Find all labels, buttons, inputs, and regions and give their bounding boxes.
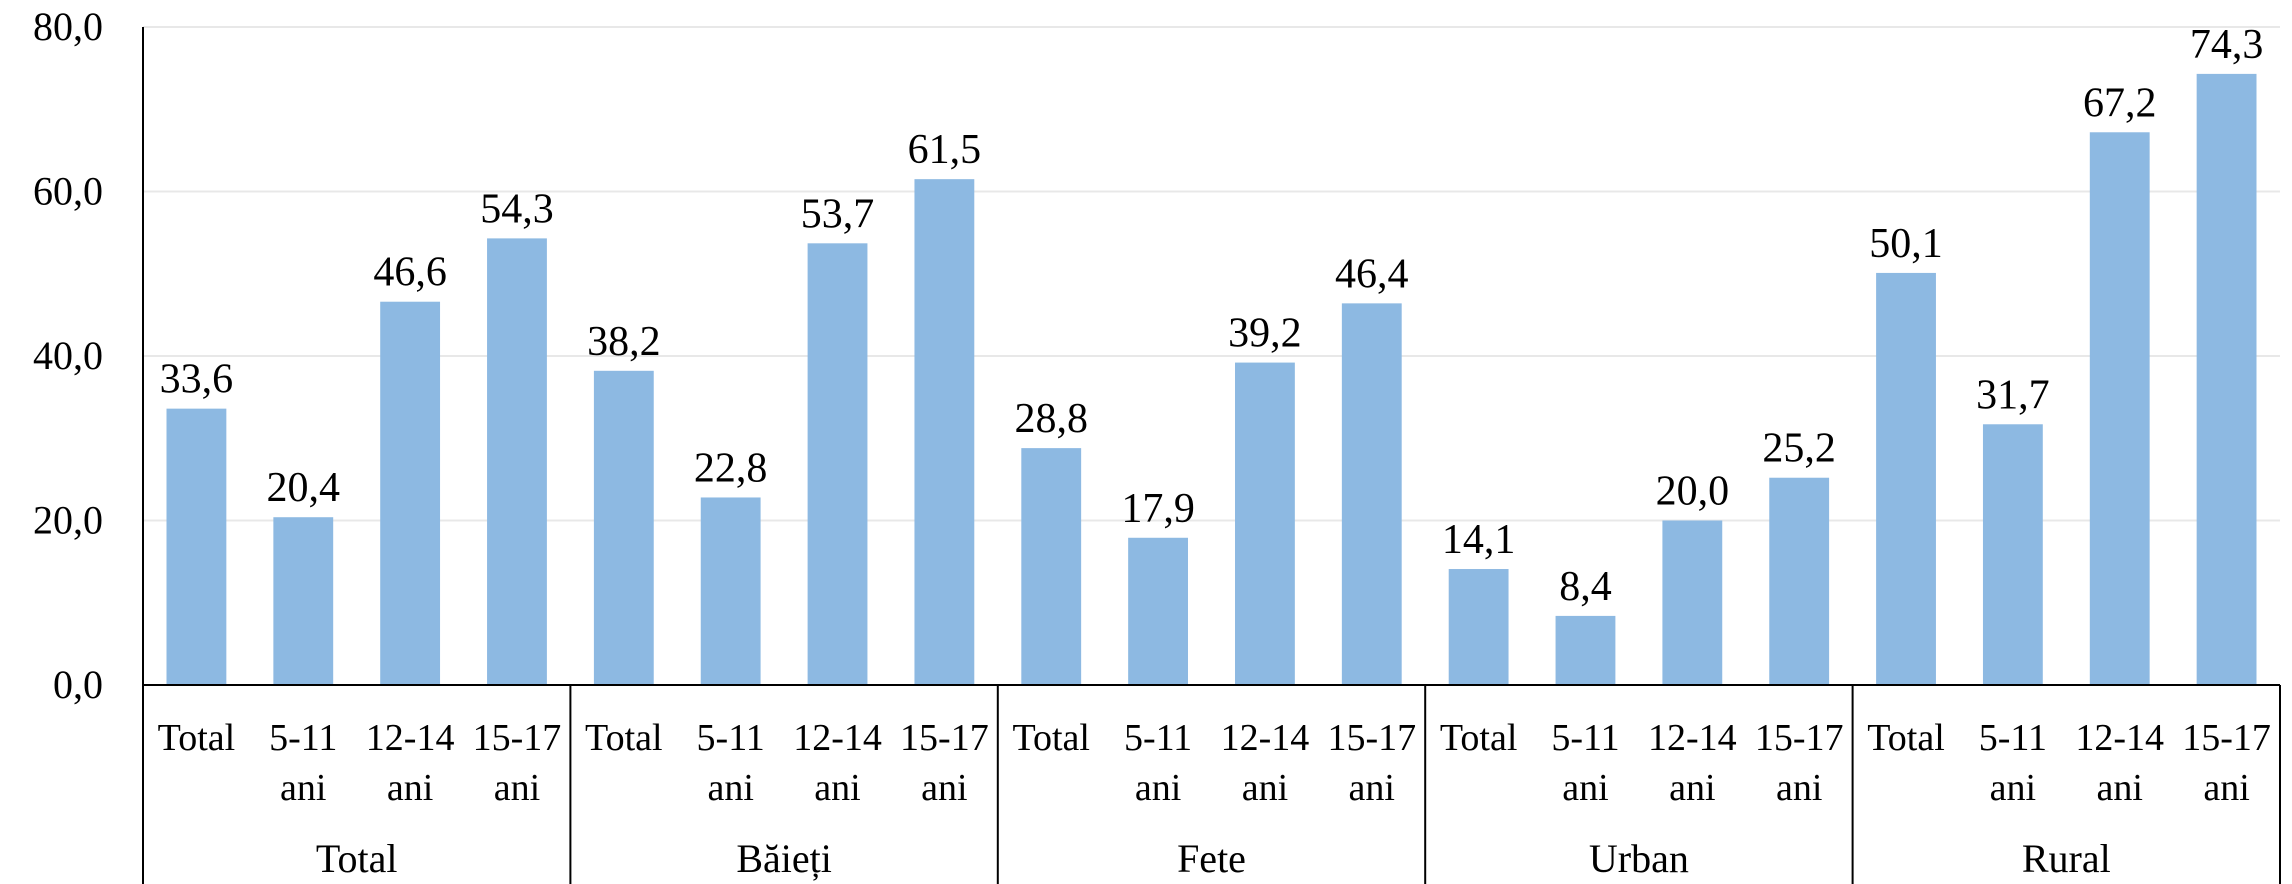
data-label: 46,6	[373, 250, 447, 296]
category-label: 15-17	[1755, 717, 1844, 759]
category-label: ani	[1242, 767, 1288, 809]
category-label: Total	[158, 717, 236, 759]
y-tick-label: 60,0	[33, 169, 103, 214]
data-label: 39,2	[1228, 311, 1302, 357]
group-labels: Total Băieți Fete Urban Rural	[316, 836, 2111, 881]
bar	[1982, 424, 2043, 685]
bar	[593, 370, 654, 685]
category-label: ani	[707, 767, 753, 809]
bar	[1235, 362, 1295, 685]
category-label: Total	[1440, 717, 1518, 759]
category-label: 12-14	[1648, 717, 1737, 759]
category-labels: Total 5-11 ani 12-14 ani 15-17 ani Total 5-11 ani…	[158, 717, 2271, 809]
data-label: 8,4	[1559, 564, 1612, 610]
y-tick-label: 80,0	[33, 4, 103, 49]
data-label: 67,2	[2083, 80, 2157, 126]
bar	[807, 243, 868, 685]
bar	[1128, 537, 1188, 685]
bar	[1876, 272, 1936, 685]
category-label: ani	[387, 767, 433, 809]
data-label: 22,8	[694, 445, 768, 491]
group-label: Băieți	[736, 836, 832, 881]
bar	[2089, 132, 2150, 685]
category-label: Total	[1012, 717, 1090, 759]
axes	[142, 27, 2281, 884]
category-label: Total	[1867, 717, 1945, 759]
category-label: 5-11	[269, 717, 337, 759]
bar	[1021, 448, 1082, 685]
category-label: 5-11	[697, 717, 765, 759]
category-label: 12-14	[793, 717, 882, 759]
category-label: 15-17	[2182, 717, 2271, 759]
category-label: ani	[814, 767, 860, 809]
group-label: Total	[316, 836, 398, 881]
bar	[380, 301, 441, 685]
bar	[1341, 303, 1402, 685]
category-label: ani	[1135, 767, 1181, 809]
bar	[1555, 615, 1616, 685]
data-label: 20,4	[267, 465, 341, 511]
category-label: ani	[494, 767, 540, 809]
data-label: 25,2	[1762, 426, 1836, 472]
data-label: 28,8	[1014, 396, 1088, 442]
data-label: 31,7	[1976, 372, 2050, 418]
group-label: Rural	[2022, 836, 2111, 881]
bar	[1662, 520, 1723, 685]
group-label: Urban	[1589, 836, 1689, 881]
bar	[1769, 477, 1830, 685]
category-label: 15-17	[900, 717, 989, 759]
data-label: 74,3	[2190, 22, 2264, 68]
data-label: 46,4	[1335, 251, 1409, 297]
category-label: 5-11	[1979, 717, 2047, 759]
category-label: ani	[2203, 767, 2249, 809]
data-label: 53,7	[801, 191, 875, 237]
bar	[487, 238, 547, 685]
bar	[700, 497, 761, 685]
data-label: 61,5	[908, 127, 982, 173]
data-label: 54,3	[480, 186, 554, 232]
bars	[166, 73, 2257, 685]
category-label: Total	[585, 717, 663, 759]
data-label: 50,1	[1869, 221, 1943, 267]
data-label: 20,0	[1656, 469, 1730, 515]
bar	[273, 517, 334, 685]
data-label: 33,6	[160, 357, 234, 403]
data-labels: 33,6 20,4 46,6 54,3 38,2 22,8 53,7 61,5 28,8 17,9…	[160, 22, 2264, 610]
gridlines	[143, 26, 2280, 522]
group-label: Fete	[1177, 836, 1246, 881]
bar	[166, 408, 227, 685]
y-axis-tick-labels: 0,0 20,0 40,0 60,0 80,0	[33, 4, 103, 707]
category-label: ani	[1349, 767, 1395, 809]
category-label: 15-17	[473, 717, 562, 759]
y-tick-label: 0,0	[53, 662, 103, 707]
bar	[914, 179, 975, 685]
y-tick-label: 20,0	[33, 498, 103, 543]
category-label: ani	[1562, 767, 1608, 809]
y-tick-label: 40,0	[33, 333, 103, 378]
category-label: 5-11	[1551, 717, 1619, 759]
category-label: 12-14	[2075, 717, 2164, 759]
bar	[1448, 569, 1509, 685]
data-label: 38,2	[587, 319, 661, 365]
category-label: 15-17	[1327, 717, 1416, 759]
category-label: 12-14	[1221, 717, 1310, 759]
category-label: ani	[280, 767, 326, 809]
category-label: ani	[1669, 767, 1715, 809]
data-label: 17,9	[1121, 486, 1195, 532]
category-label: ani	[1776, 767, 1822, 809]
category-label: 12-14	[366, 717, 455, 759]
category-label: ani	[921, 767, 967, 809]
category-label: 5-11	[1124, 717, 1192, 759]
category-label: ani	[1990, 767, 2036, 809]
category-label: ani	[2097, 767, 2143, 809]
data-label: 14,1	[1442, 517, 1516, 563]
bar	[2196, 73, 2257, 685]
